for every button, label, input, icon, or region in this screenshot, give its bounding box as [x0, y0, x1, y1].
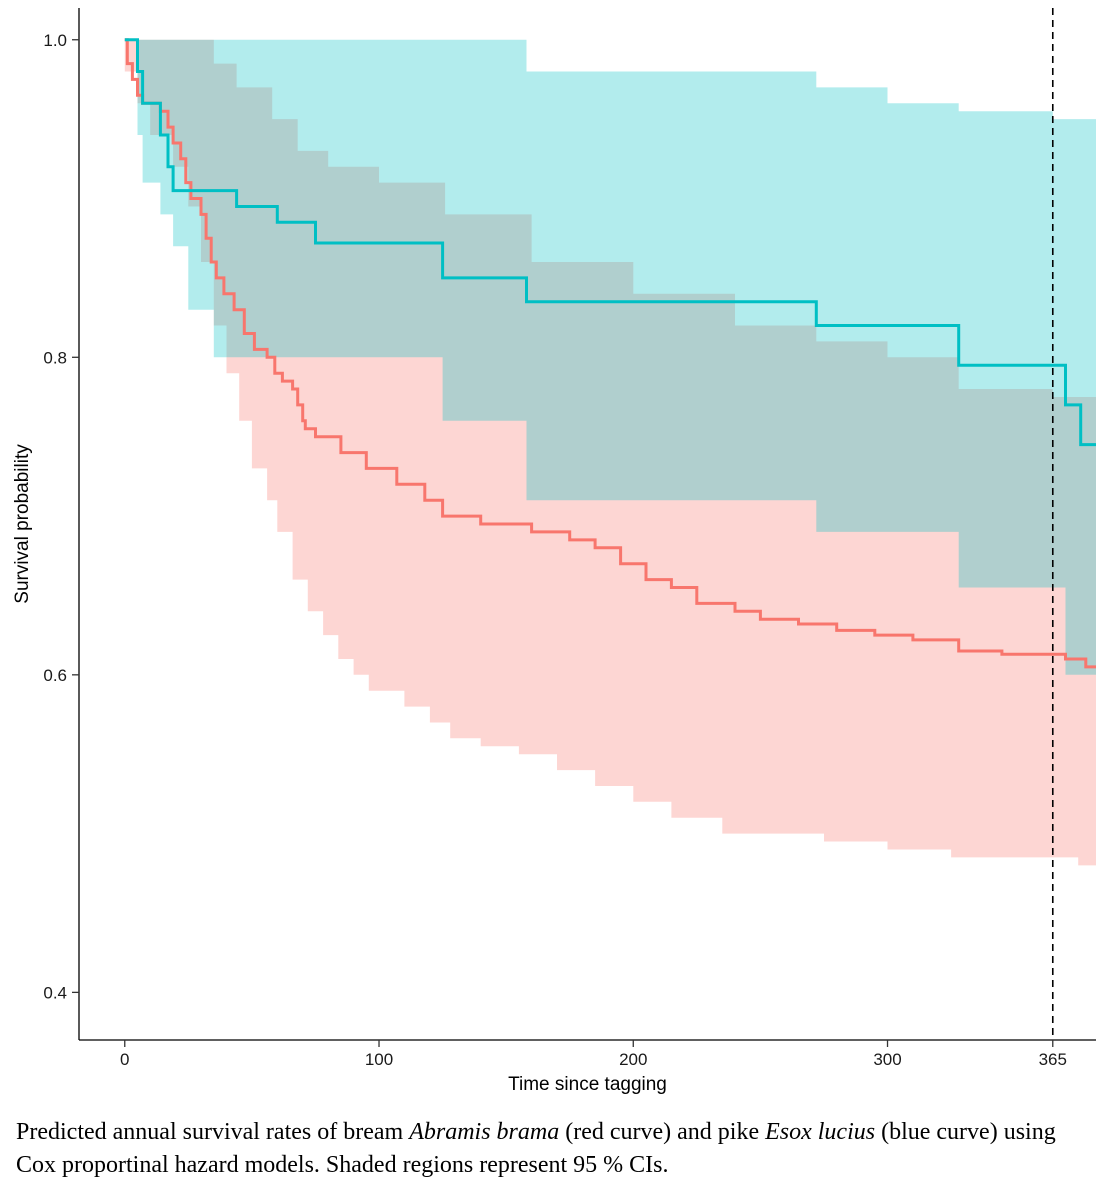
- ci-band-0: [124, 39, 1097, 869]
- caption-text-1: Predicted annual survival rates of bream: [16, 1119, 410, 1145]
- y-axis-title: Survival probability: [12, 444, 33, 604]
- figure-caption: Predicted annual survival rates of bream…: [16, 1116, 1096, 1182]
- ci-band-1: [124, 39, 1097, 691]
- y-tick-label: 0.8: [43, 348, 67, 367]
- y-tick-label: 1.0: [43, 31, 67, 50]
- survival-curve-0: [124, 38, 1096, 669]
- x-tick-label: 100: [365, 1050, 393, 1069]
- y-tick-label: 0.4: [43, 983, 67, 1002]
- x-tick-label: 365: [1039, 1050, 1067, 1069]
- axes: 0 100 200 300 365 0.4 0.6 0.8 1.0: [43, 8, 1096, 1069]
- survival-curves: [124, 38, 1096, 669]
- x-tick-label: 0: [120, 1050, 129, 1069]
- x-axis-title: Time since tagging: [508, 1074, 667, 1095]
- caption-text-2: (red curve) and pike: [559, 1119, 766, 1145]
- caption-species-bream: Abramis brama: [409, 1119, 560, 1145]
- survival-chart: 0 100 200 300 365 0.4 0.6 0.8 1.0 Time since tag…: [12, 8, 1097, 1095]
- y-tick-label: 0.6: [43, 666, 67, 685]
- x-tick-label: 300: [873, 1050, 901, 1069]
- x-tick-label: 200: [619, 1050, 647, 1069]
- confidence-bands: [124, 39, 1097, 869]
- survival-curve-1: [124, 38, 1096, 447]
- caption-text-3: (blue curve) using Cox proportinal hazar…: [16, 1119, 1056, 1178]
- caption-species-pike: Esox lucius: [765, 1119, 876, 1145]
